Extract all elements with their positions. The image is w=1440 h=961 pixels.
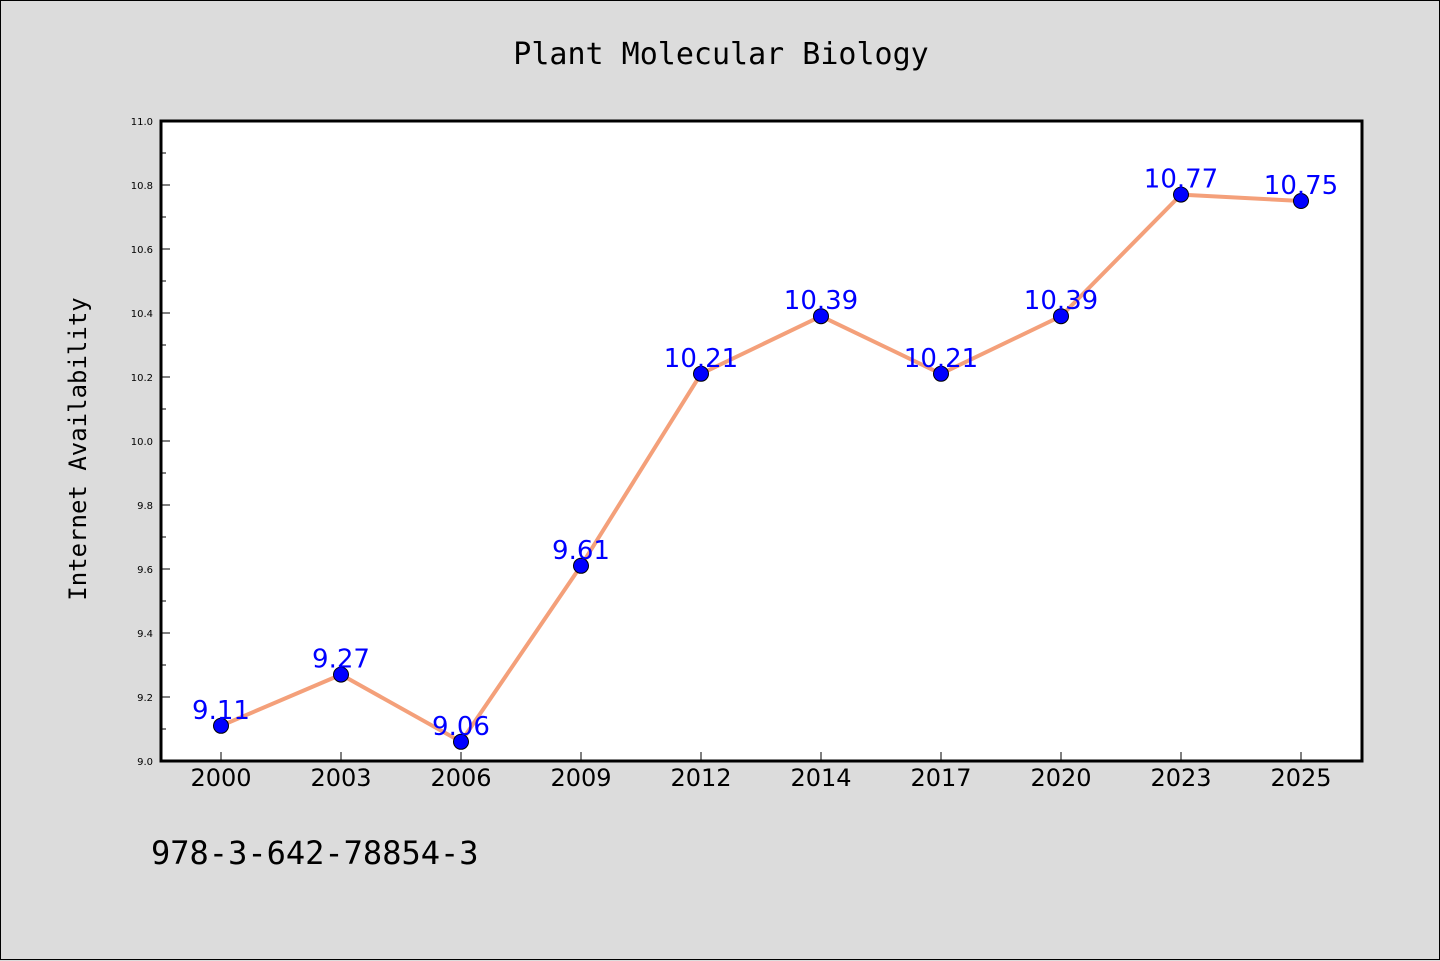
data-point: [1293, 193, 1309, 209]
y-tick-label: 10.2: [131, 373, 153, 384]
data-label: 10.75: [1264, 171, 1338, 201]
data-labels: 9.11 9.27 9.06 9.61 10.21 10.39 10.21 10.39 10.7…: [192, 165, 1338, 742]
data-label: 10.39: [784, 286, 858, 316]
plot-frame: [159, 119, 1364, 763]
y-tick-label: 10.4: [131, 309, 153, 320]
data-label: 9.11: [192, 696, 250, 726]
data-label: 10.21: [904, 344, 978, 374]
data-label: 9.27: [312, 645, 370, 675]
data-label: 10.77: [1144, 165, 1218, 195]
series-line: [219, 192, 1303, 744]
y-tick-label: 10.6: [131, 245, 153, 256]
y-axis-label: Internet Availability: [64, 297, 92, 600]
y-tick-label: 11.0: [131, 117, 153, 128]
y-tick-label: 10.0: [131, 437, 153, 448]
y-tick-label: 9.6: [137, 565, 153, 576]
y-tick-label: 9.0: [137, 757, 153, 768]
x-tick-label: 2009: [550, 764, 611, 792]
y-tick-label: 9.8: [137, 501, 153, 512]
data-label: 9.06: [432, 712, 490, 742]
x-tick-label: 2017: [910, 764, 971, 792]
y-tick-label: 10.8: [131, 181, 153, 192]
x-axis-ticks: 2000 2003 2006 2009 2012 2014 2017 2020 2023 2025: [190, 752, 1332, 792]
data-label: 9.61: [552, 536, 610, 566]
y-tick-label: 9.4: [137, 629, 153, 640]
x-tick-label: 2014: [790, 764, 851, 792]
x-tick-label: 2020: [1030, 764, 1091, 792]
x-tick-label: 2000: [190, 764, 251, 792]
data-point: [1053, 308, 1069, 325]
data-point: [693, 365, 709, 382]
data-point: [453, 733, 469, 750]
data-point: [573, 557, 589, 574]
data-point: [813, 308, 829, 325]
data-point: [333, 666, 349, 683]
x-tick-label: 2003: [310, 764, 371, 792]
plot-area: [161, 121, 1362, 761]
data-point: [933, 365, 949, 382]
chart-title: Plant Molecular Biology: [513, 37, 928, 72]
data-point: [213, 717, 229, 734]
data-label: 10.39: [1024, 286, 1098, 316]
x-tick-label: 2006: [430, 764, 491, 792]
data-markers: [213, 186, 1309, 750]
x-tick-label: 2012: [670, 764, 731, 792]
isbn-text: 978-3-642-78854-3: [151, 834, 479, 872]
data-label: 10.21: [664, 344, 738, 374]
x-tick-label: 2025: [1270, 764, 1331, 792]
x-tick-label: 2023: [1150, 764, 1211, 792]
data-point: [1173, 186, 1189, 203]
y-tick-label: 9.2: [137, 693, 153, 704]
